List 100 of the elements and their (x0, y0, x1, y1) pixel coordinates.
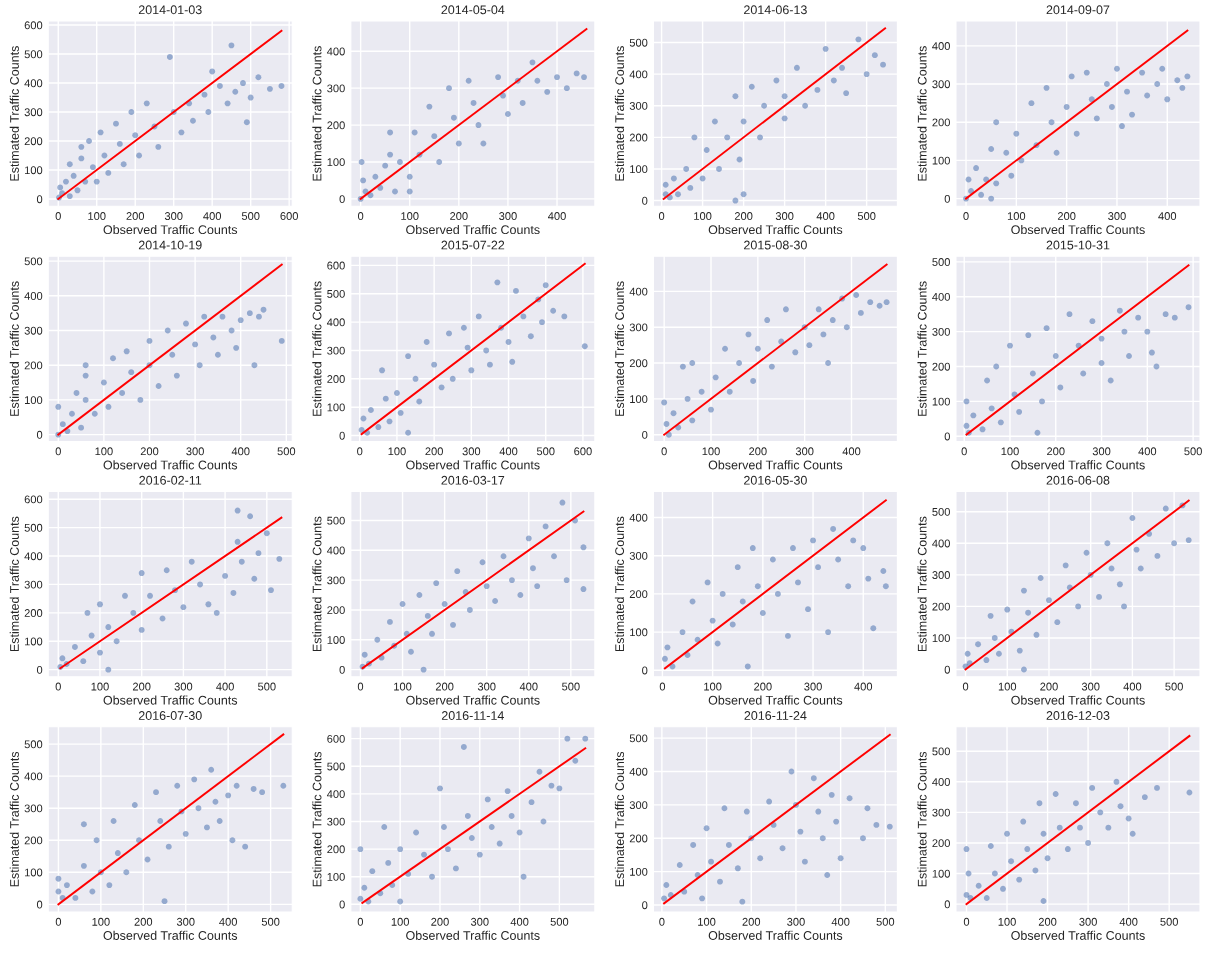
point (97, 129, 104, 136)
x-tick-label: 100 (391, 917, 410, 926)
point (516, 829, 523, 836)
chart-title: 2016-03-17 (441, 475, 505, 485)
point (993, 180, 1000, 187)
point (676, 862, 683, 868)
point (174, 782, 181, 789)
point (379, 367, 385, 374)
x-tick-label: 400 (231, 447, 250, 456)
point (530, 565, 536, 572)
x-axis-title: Observed Traffic Counts (708, 930, 843, 940)
point (525, 535, 532, 542)
point (993, 119, 1000, 126)
x-tick-label: 500 (257, 682, 276, 691)
x-tick-label: 200 (450, 212, 468, 220)
point (78, 424, 85, 431)
x-tick-label: 100 (698, 917, 716, 926)
point (416, 592, 423, 598)
point (1066, 311, 1073, 318)
point (157, 818, 164, 824)
point (661, 655, 668, 662)
point (144, 856, 151, 863)
point (519, 99, 526, 106)
point (556, 785, 563, 792)
point (1003, 149, 1010, 156)
y-tick-label: 300 (327, 346, 345, 355)
point (242, 843, 249, 850)
y-tick-label: 0 (36, 665, 43, 674)
point (71, 643, 78, 650)
y-tick-label: 300 (327, 84, 345, 93)
point (663, 882, 670, 888)
point (563, 577, 570, 584)
x-axis-title: Observed Traffic Counts (406, 224, 540, 235)
point (1116, 307, 1123, 314)
point (724, 134, 731, 141)
point (582, 735, 589, 742)
point (429, 630, 435, 637)
chart-title: 2015-10-31 (1046, 240, 1110, 250)
point (726, 388, 733, 395)
point (63, 882, 70, 889)
point (837, 855, 844, 862)
point (995, 650, 1002, 657)
point (1046, 597, 1052, 604)
y-tick-label: 500 (932, 258, 950, 266)
point (195, 805, 202, 812)
y-tick-label: 0 (339, 431, 345, 440)
point (468, 835, 475, 841)
point (509, 358, 516, 365)
point (970, 412, 977, 419)
chart-title: 2014-01-03 (138, 5, 202, 15)
point (55, 888, 62, 895)
x-tick-label: 400 (548, 212, 566, 220)
point (105, 403, 112, 410)
point (113, 638, 120, 645)
point (128, 369, 135, 376)
y-tick-label: 100 (630, 867, 648, 876)
point (66, 193, 73, 200)
point (247, 513, 254, 520)
chart-title: 2016-06-08 (1046, 475, 1110, 485)
x-tick-label: 100 (388, 447, 406, 456)
x-axis-title: Observed Traffic Counts (103, 695, 238, 705)
point (173, 372, 180, 379)
x-tick-label: 300 (1079, 917, 1097, 926)
point (814, 86, 821, 93)
y-tick-label: 100 (630, 165, 648, 174)
point (1154, 81, 1161, 87)
point (795, 579, 801, 586)
point (1036, 800, 1043, 807)
point (806, 342, 813, 349)
point (572, 757, 579, 764)
point (790, 545, 796, 551)
x-tick-label: 100 (998, 917, 1016, 926)
point (520, 313, 527, 320)
x-tick-label: 0 (55, 212, 61, 220)
y-tick-label: 200 (24, 609, 43, 617)
point (433, 580, 440, 587)
point (1048, 119, 1055, 126)
y-tick-label: 200 (629, 359, 648, 368)
point (528, 799, 535, 806)
point (393, 390, 400, 396)
point (550, 307, 557, 314)
point (1171, 540, 1178, 547)
y-tick-label: 0 (944, 432, 950, 441)
x-tick-label: 400 (1119, 917, 1138, 926)
x-tick-label: 200 (1047, 447, 1065, 456)
point (386, 618, 393, 625)
x-axis-title: Observed Traffic Counts (406, 695, 540, 705)
point (483, 583, 490, 590)
point (137, 396, 144, 403)
y-tick-label: 200 (24, 137, 43, 146)
point (1040, 898, 1047, 904)
point (882, 583, 889, 590)
point (105, 666, 112, 673)
point (224, 100, 231, 107)
y-tick-label: 500 (629, 734, 648, 743)
point (93, 837, 100, 844)
point (59, 421, 66, 428)
point (209, 68, 216, 75)
point (548, 782, 555, 789)
point (396, 159, 403, 165)
